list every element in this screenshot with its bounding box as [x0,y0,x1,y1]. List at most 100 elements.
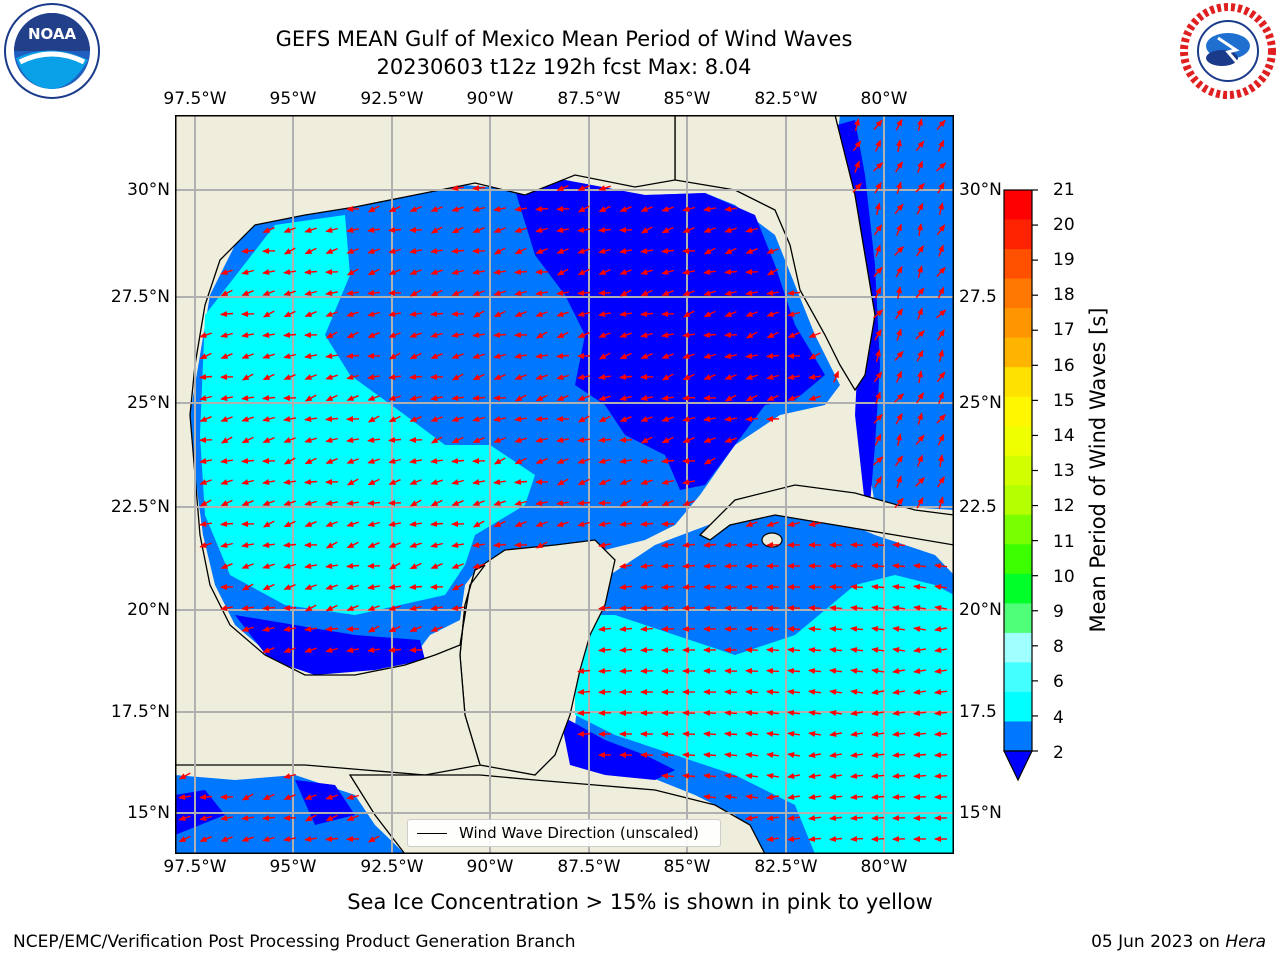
wind-wave-arrow [766,353,780,359]
wind-wave-arrow [430,332,443,338]
wind-wave-arrow [409,269,422,275]
wind-wave-arrow [874,139,882,152]
wind-wave-arrow [598,689,612,695]
wind-wave-arrow [682,773,696,779]
wind-wave-arrow [703,794,717,800]
wind-wave-arrow [346,353,360,359]
wind-wave-arrow [514,437,527,443]
colorbar-tick: 10 [1053,567,1075,587]
wind-wave-arrow [871,752,885,758]
wind-wave-arrow [829,668,843,674]
wind-wave-arrow [917,223,923,237]
wind-wave-arrow [938,349,944,362]
wind-wave-arrow [493,310,506,318]
wind-wave-arrow [938,496,944,509]
wind-wave-arrow [325,647,338,653]
wind-wave-arrow [262,563,275,569]
wind-wave-arrow [917,118,923,131]
wind-wave-arrow [346,815,359,821]
colorbar-tick: 20 [1053,215,1075,235]
wind-wave-arrow [850,689,864,695]
wind-wave-arrow [766,668,780,674]
wind-wave-arrow [661,395,674,401]
wind-wave-arrow [934,731,948,737]
florida-land [674,115,876,392]
wind-wave-arrow [895,412,903,425]
wind-wave-arrow [875,202,881,215]
wind-wave-arrow [241,436,254,444]
wind-wave-arrow [241,836,254,842]
wind-wave-arrow [745,353,758,359]
wind-wave-arrow [745,311,758,317]
wind-wave-arrow [577,290,591,296]
wind-wave-arrow [451,542,465,548]
wind-wave-arrow [283,584,296,590]
wind-wave-arrow [766,815,780,821]
wind-wave-arrow [451,248,465,254]
wind-wave-arrow [913,626,927,632]
wind-wave-arrow [913,731,927,737]
gulf-coast-land [175,115,676,776]
wind-wave-arrow [745,542,759,548]
wind-wave-arrow [262,815,276,821]
wind-wave-arrow [493,332,507,338]
wind-wave-arrow [430,226,443,234]
colorbar-segment [1004,691,1032,722]
wind-wave-arrow [346,248,359,254]
wind-wave-arrow [346,563,360,569]
wind-wave-arrow [430,248,443,254]
wind-wave-arrow [514,353,528,359]
wind-wave-arrow [472,269,486,275]
wind-wave-arrow [724,269,738,275]
wind-wave-arrow [367,374,381,380]
wind-wave-arrow [892,605,906,611]
wind-wave-arrow [619,499,632,507]
wind-wave-arrow [892,752,906,758]
wind-wave-arrow [829,731,843,737]
wind-wave-arrow [451,605,464,611]
wind-wave-arrow [598,374,611,380]
wind-wave-arrow [724,752,738,758]
wind-wave-arrow [913,647,927,653]
wind-wave-arrow [703,542,717,548]
wind-wave-arrow [199,479,212,485]
wind-wave-arrow [873,413,883,424]
lon-label-top: 80°W [860,89,908,109]
wind-wave-arrow [514,227,527,233]
wind-wave-arrow [873,266,883,277]
colorbar-segment [1004,544,1032,575]
colorbar-tick: 14 [1053,426,1075,446]
wind-wave-arrow [514,247,527,255]
wind-wave-arrow [577,710,591,716]
wind-wave-arrow [577,311,590,317]
wind-wave-arrow [472,520,485,528]
colorbar-tick: 16 [1053,356,1075,376]
wind-wave-arrow [199,815,212,821]
wind-wave-arrow [451,436,464,444]
wind-wave-arrow [346,500,359,506]
wind-wave-arrow [262,836,275,842]
wind-wave-arrow [241,353,254,359]
wind-wave-arrow [766,268,779,276]
wind-wave-arrow [745,731,759,737]
lon-label-bottom: 82.5°W [754,857,818,877]
wind-wave-arrow [220,353,233,359]
wind-wave-arrow [451,269,464,275]
wind-wave-arrow [766,710,780,716]
wind-wave-arrow [913,689,926,695]
wind-wave-arrow [808,752,822,758]
wind-wave-arrow [787,815,800,821]
wind-wave-arrow [262,269,276,275]
wind-wave-arrow [892,626,905,632]
wind-wave-arrow [346,478,359,486]
wind-wave-arrow [854,118,860,131]
wind-wave-arrow [367,835,380,843]
wind-wave-arrow [661,752,675,758]
wind-wave-arrow [472,373,485,381]
wind-wave-arrow [241,542,255,548]
wind-wave-arrow [873,162,884,172]
wind-wave-arrow [766,647,780,653]
wind-wave-arrow [367,268,380,276]
wind-wave-arrow [493,353,506,359]
wind-wave-arrow [871,584,885,590]
